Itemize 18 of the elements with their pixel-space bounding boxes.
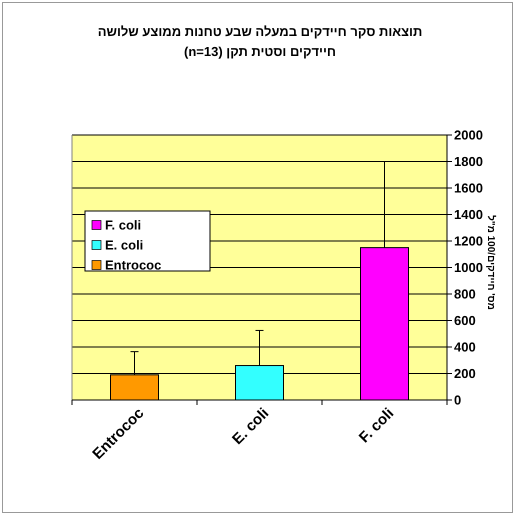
x-tick-label: E. coli [229,404,272,448]
y-tick-label: 200 [454,366,476,381]
y-tick-label: 1000 [454,260,483,275]
y-tick-label: 800 [454,286,476,302]
y-tick-label: 1400 [454,207,483,222]
y-tick-label: 1800 [454,154,483,169]
y-tick-label: 0 [454,392,462,408]
x-tick-label: F. coli [356,404,398,446]
y-tick-label: 2000 [454,128,483,142]
legend-label: E. coli [105,238,144,252]
y-axis-title: מס' חיידקים/100 מ"ל [485,215,497,310]
y-tick-label: 600 [454,313,476,328]
y-tick-label: 1600 [454,180,483,196]
y-tick-label: 1200 [454,234,483,248]
legend-label: F. coli [105,218,142,232]
chart-title: תוצאות סקר חיידקים במעלה שבע טחנות ממוצע שלושה חיידקים וסטית תקן (n=13) [96,23,424,61]
legend-label: Entrococ [105,258,162,272]
y-tick-label: 400 [454,340,476,354]
